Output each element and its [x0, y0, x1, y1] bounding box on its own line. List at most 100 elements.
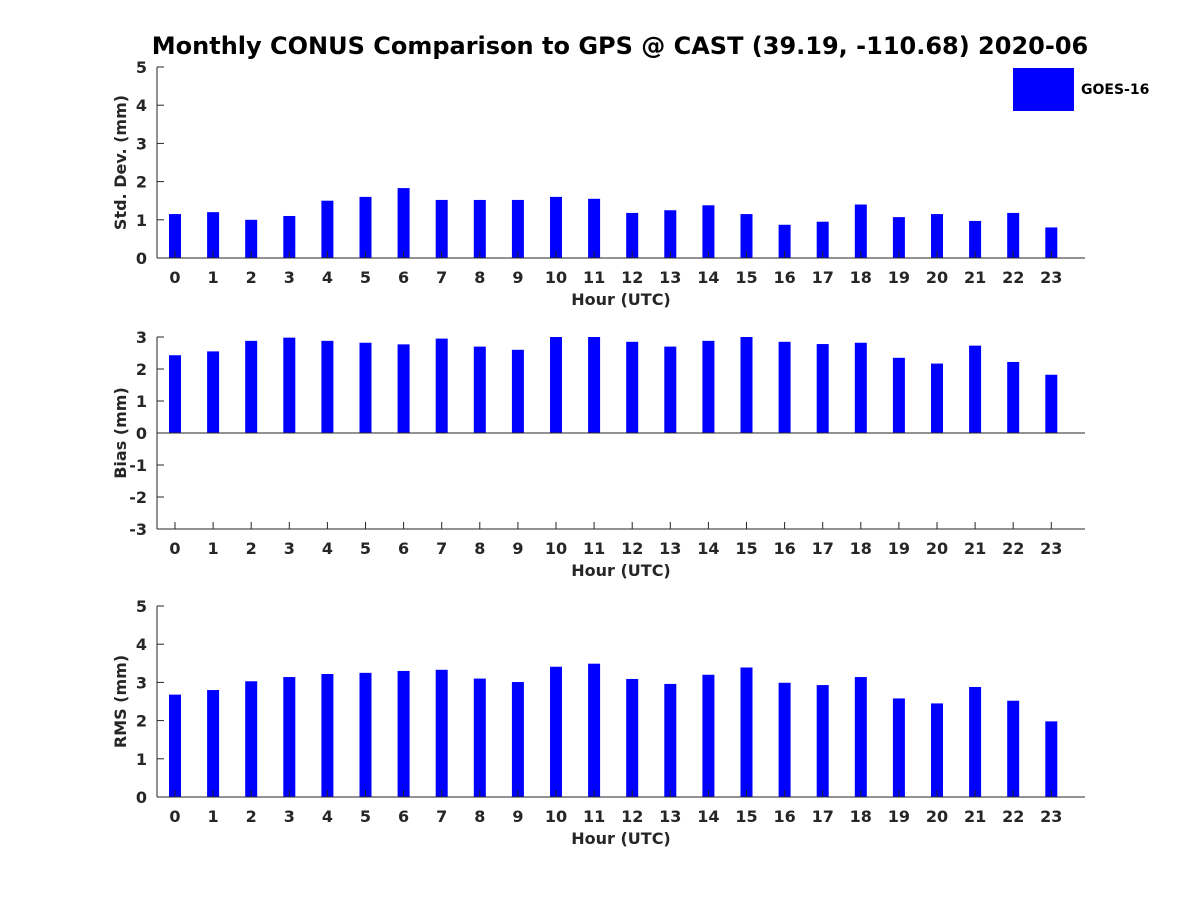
y-tick-label: 0 — [136, 788, 147, 807]
bar — [1007, 212, 1020, 258]
y-tick-label: -2 — [129, 488, 147, 507]
bar — [1007, 361, 1020, 433]
x-tick-label: 6 — [398, 807, 409, 826]
x-tick-label: 12 — [621, 539, 643, 558]
x-tick-label: 10 — [545, 268, 567, 287]
x-tick-label: 4 — [322, 268, 333, 287]
x-axis-label: Hour (UTC) — [571, 829, 671, 848]
y-axis-label: RMS (mm) — [111, 655, 130, 748]
x-tick-label: 11 — [583, 268, 605, 287]
bar — [854, 342, 867, 433]
bar — [969, 345, 982, 433]
x-tick-label: 3 — [284, 539, 295, 558]
x-tick-label: 20 — [926, 268, 948, 287]
x-tick-label: 5 — [360, 539, 371, 558]
x-tick-label: 1 — [208, 539, 219, 558]
bar — [892, 217, 905, 258]
bar — [702, 340, 715, 433]
x-tick-label: 21 — [964, 807, 986, 826]
y-tick-label: 0 — [136, 424, 147, 443]
x-tick-label: 8 — [474, 268, 485, 287]
y-tick-label: -1 — [129, 456, 147, 475]
bar — [931, 214, 943, 258]
bar — [207, 351, 220, 433]
bar — [321, 200, 334, 258]
y-tick-label: 1 — [136, 392, 147, 411]
x-tick-label: 19 — [888, 807, 910, 826]
bar — [1045, 227, 1058, 258]
x-tick-label: 0 — [169, 539, 180, 558]
x-tick-label: 10 — [545, 807, 567, 826]
bar — [702, 674, 715, 797]
x-tick-label: 3 — [284, 807, 295, 826]
bar — [550, 666, 562, 797]
bar — [321, 673, 334, 797]
x-tick-label: 15 — [735, 807, 757, 826]
x-tick-label: 16 — [773, 807, 795, 826]
x-tick-label: 14 — [697, 268, 719, 287]
x-tick-label: 2 — [246, 539, 257, 558]
bar — [169, 214, 181, 258]
bar — [550, 337, 562, 433]
x-tick-label: 2 — [246, 268, 257, 287]
x-tick-label: 9 — [512, 539, 523, 558]
x-tick-label: 16 — [773, 539, 795, 558]
bar — [245, 340, 258, 433]
bar — [511, 199, 524, 258]
x-tick-label: 13 — [659, 807, 681, 826]
bar — [740, 214, 753, 258]
bar — [664, 210, 677, 258]
y-tick-label: 2 — [136, 712, 147, 731]
bar — [435, 199, 448, 258]
x-tick-label: 8 — [474, 807, 485, 826]
bar — [854, 204, 867, 258]
chart-title: Monthly CONUS Comparison to GPS @ CAST (… — [152, 32, 1088, 60]
y-tick-label: 2 — [136, 173, 147, 192]
bar — [397, 344, 410, 433]
bar — [588, 663, 601, 797]
bar — [816, 344, 829, 433]
bar — [207, 690, 220, 797]
bar — [1045, 721, 1058, 797]
x-tick-label: 14 — [697, 807, 719, 826]
x-tick-label: 23 — [1040, 268, 1062, 287]
y-axis-label: Std. Dev. (mm) — [111, 95, 130, 230]
x-tick-label: 22 — [1002, 539, 1024, 558]
bar — [1007, 700, 1020, 797]
x-tick-label: 5 — [360, 268, 371, 287]
bar — [892, 357, 905, 433]
bar — [435, 338, 448, 433]
bar — [740, 337, 753, 433]
x-tick-label: 9 — [512, 807, 523, 826]
x-tick-label: 2 — [246, 807, 257, 826]
bar — [511, 349, 524, 433]
bar — [588, 198, 601, 258]
bar — [969, 220, 982, 258]
x-tick-label: 20 — [926, 539, 948, 558]
bar — [359, 672, 372, 797]
bar — [892, 698, 905, 797]
bar — [816, 221, 829, 258]
bar — [245, 681, 258, 797]
bar — [664, 346, 677, 433]
bar — [283, 215, 296, 258]
x-tick-label: 18 — [850, 807, 872, 826]
bar — [626, 678, 639, 797]
x-tick-label: 12 — [621, 268, 643, 287]
bar — [1045, 374, 1058, 433]
x-tick-label: 23 — [1040, 539, 1062, 558]
legend-swatch — [1013, 68, 1074, 111]
bar — [473, 346, 486, 433]
y-axis-label: Bias (mm) — [111, 387, 130, 479]
bar — [931, 363, 943, 433]
x-tick-label: 7 — [436, 539, 447, 558]
bar — [702, 205, 715, 258]
y-tick-label: 5 — [136, 597, 147, 616]
x-tick-label: 1 — [208, 807, 219, 826]
y-tick-label: 2 — [136, 360, 147, 379]
x-tick-label: 1 — [208, 268, 219, 287]
y-tick-label: 3 — [136, 134, 147, 153]
